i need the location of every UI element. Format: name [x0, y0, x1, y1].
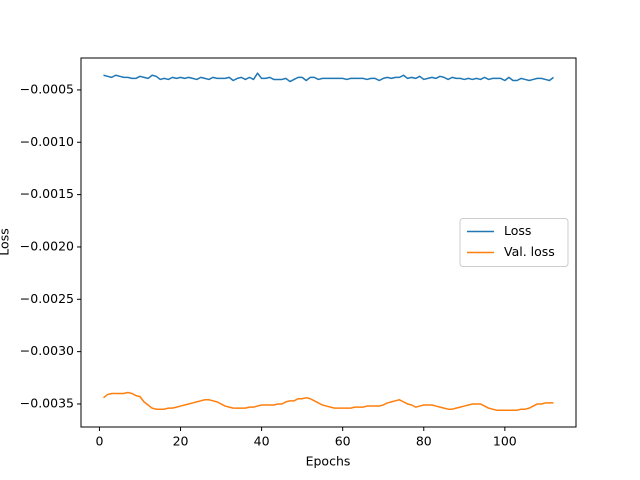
legend-label: Loss [504, 223, 531, 238]
x-tick-label: 20 [173, 434, 189, 449]
x-tick-label: 40 [254, 434, 270, 449]
x-axis-label: Epochs [306, 454, 351, 469]
y-tick-label: −0.0035 [20, 395, 74, 410]
x-tick-label: 60 [335, 434, 351, 449]
y-tick-label: −0.0005 [20, 81, 74, 96]
y-tick-label: −0.0025 [20, 291, 74, 306]
x-tick-label: 0 [95, 434, 103, 449]
series-line [103, 391, 554, 411]
y-axis-label: Loss [0, 228, 12, 255]
y-tick-label: −0.0020 [20, 238, 74, 253]
legend-label: Val. loss [504, 244, 555, 259]
y-tick-label: −0.0030 [20, 343, 74, 358]
legend-box [459, 218, 569, 267]
x-tick-label: 80 [416, 434, 432, 449]
y-tick-label: −0.0010 [20, 134, 74, 149]
series-line [103, 72, 554, 83]
x-tick-label: 100 [493, 434, 517, 449]
plot-frame [80, 57, 577, 428]
y-tick-label: −0.0015 [20, 186, 74, 201]
